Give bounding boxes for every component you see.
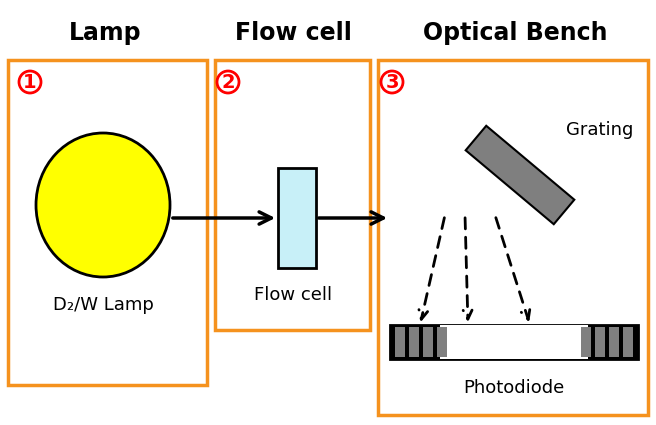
Text: Flow cell: Flow cell [254, 286, 332, 304]
Text: D₂/W Lamp: D₂/W Lamp [52, 296, 154, 314]
Text: Grating: Grating [566, 121, 634, 139]
Bar [437, 327, 447, 357]
Text: 2: 2 [221, 73, 235, 91]
Bar [609, 327, 619, 357]
Bar [378, 60, 648, 415]
Bar [440, 325, 588, 359]
Bar [623, 327, 633, 357]
Text: Flow cell: Flow cell [235, 21, 352, 45]
Text: Photodiode: Photodiode [463, 379, 565, 397]
Bar [215, 60, 370, 330]
Text: 3: 3 [385, 73, 399, 91]
Bar [8, 60, 207, 385]
Text: 1: 1 [23, 73, 37, 91]
Text: Optical Bench: Optical Bench [422, 21, 607, 45]
Polygon shape [466, 126, 575, 224]
Bar [390, 325, 638, 359]
Bar [278, 168, 316, 268]
Bar [409, 327, 419, 357]
Bar [581, 327, 591, 357]
Bar [395, 327, 405, 357]
Bar [423, 327, 433, 357]
Ellipse shape [36, 133, 170, 277]
Text: Lamp: Lamp [69, 21, 141, 45]
Bar [595, 327, 605, 357]
